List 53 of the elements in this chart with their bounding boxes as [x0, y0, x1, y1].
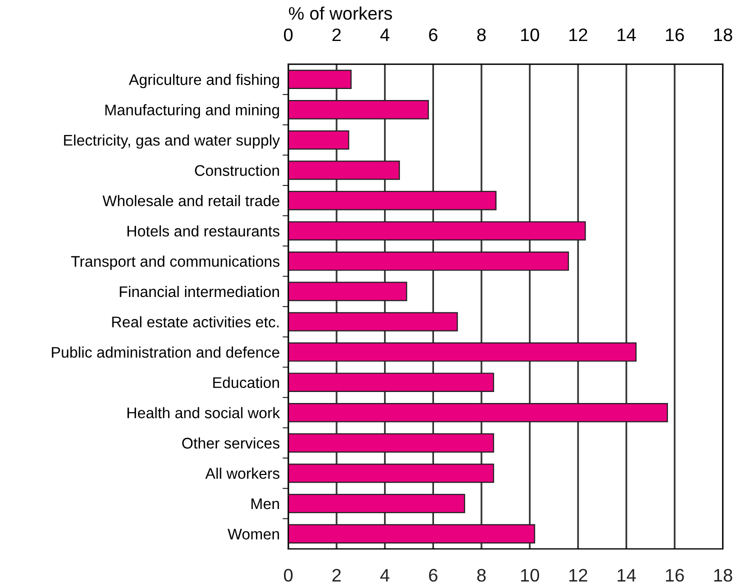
- bar: [288, 100, 429, 120]
- x-tick-label: 10: [521, 568, 540, 582]
- x-tick-label: 4: [380, 569, 390, 582]
- bar: [288, 402, 668, 422]
- x-tick-label: 0: [284, 568, 293, 582]
- x2-tick-label: 12: [569, 28, 588, 42]
- x2-tick-label: 16: [666, 28, 684, 42]
- x2-tick-label: 10: [521, 28, 540, 42]
- y-tick-label: Other services: [182, 437, 280, 449]
- x2-tick-label: 18: [714, 28, 732, 42]
- x2-tick-label: 6: [429, 28, 438, 42]
- y-tick-label: Women: [228, 528, 279, 540]
- x-tick-label: 16: [666, 568, 684, 582]
- y-tick-label: Manufacturing and mining: [105, 104, 279, 118]
- x-tick-label: 8: [477, 568, 486, 582]
- x2-tick-label: 2: [332, 28, 341, 42]
- bar: [288, 221, 586, 241]
- y-tick-label: Public administration and defence: [52, 346, 280, 358]
- x-tick-label: 6: [429, 568, 438, 582]
- bar: [288, 282, 408, 302]
- x-tick-label: 14: [618, 569, 636, 582]
- y-tick-label: All workers: [205, 468, 280, 479]
- x2-tick-label: 14: [618, 28, 636, 42]
- bar: [288, 312, 458, 332]
- y-tick-label: Electricity, gas and water supply: [64, 134, 280, 149]
- x-tick-label: 18: [714, 568, 732, 582]
- bar: [288, 70, 352, 90]
- y-tick-label: Hotels and restaurants: [128, 225, 280, 237]
- bar: [288, 494, 466, 514]
- y-tick-label: Education: [213, 376, 279, 388]
- x-tick-label: 2: [332, 568, 341, 582]
- x-tick-label: 12: [569, 568, 588, 582]
- bar: [288, 464, 494, 483]
- y-tick-label: Health and social work: [128, 407, 280, 418]
- x2-tick-label: 0: [284, 28, 293, 42]
- bar: [288, 130, 350, 150]
- bar: [288, 160, 400, 180]
- bar: [288, 252, 569, 271]
- x2-tick-label: 8: [477, 28, 486, 42]
- y-tick-label: Real estate activities etc.: [112, 316, 279, 328]
- y-tick-label: Financial intermediation: [120, 286, 279, 298]
- y-tick-label: Construction: [194, 164, 279, 176]
- y-tick-label: Transport and communications: [71, 256, 280, 270]
- y-tick-label: Wholesale and retail trade: [102, 195, 280, 206]
- bar: [288, 190, 497, 210]
- bar: [288, 524, 536, 544]
- y-tick-label: Men: [251, 498, 279, 510]
- bar: [288, 433, 494, 453]
- bar: [288, 342, 637, 362]
- bar: [288, 372, 494, 392]
- y-tick-label: Agriculture and fishing: [128, 74, 279, 88]
- x2-axis-title: % of workers: [288, 6, 392, 20]
- x2-tick-label: 4: [380, 28, 390, 42]
